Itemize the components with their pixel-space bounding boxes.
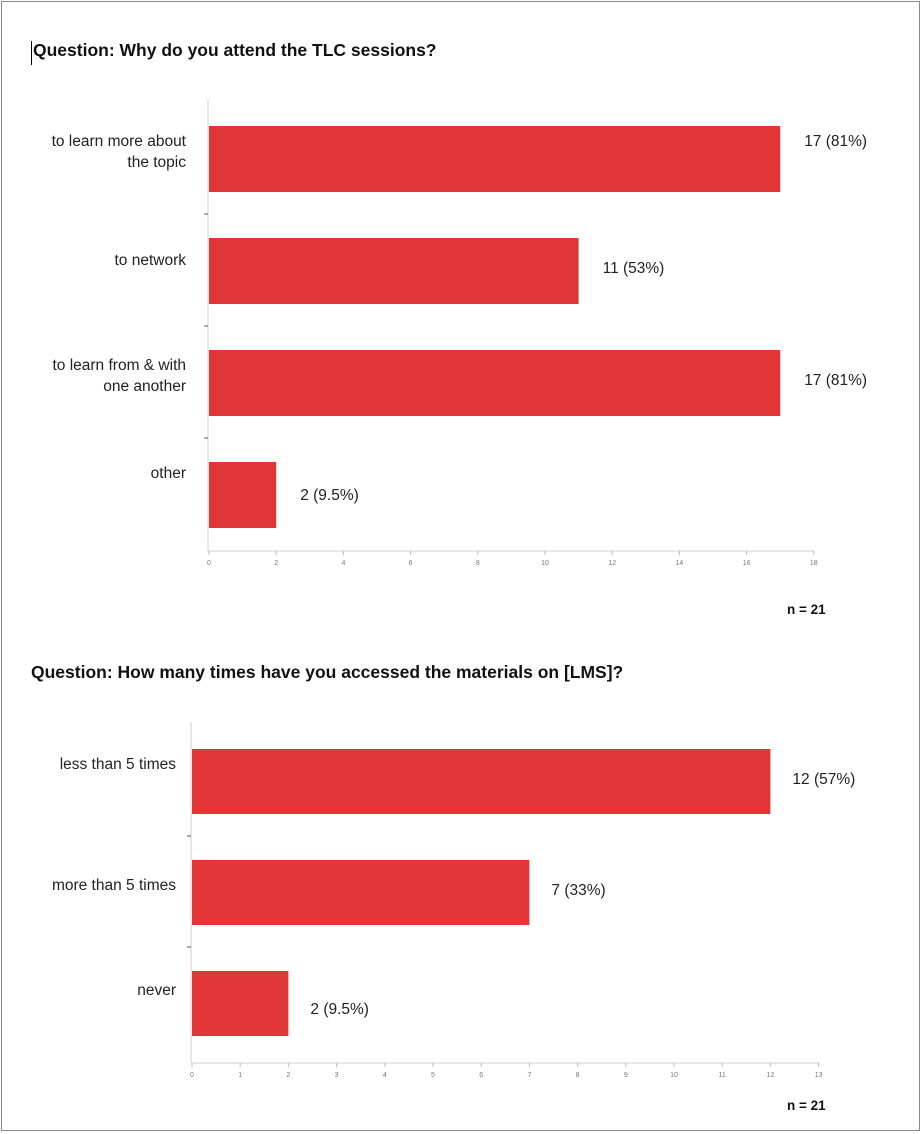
chart1-x-tick-label: 18 — [810, 560, 818, 567]
chart1-bar — [209, 238, 579, 304]
chart2-bar — [192, 860, 530, 925]
chart2-x-tick-label: 0 — [190, 1072, 194, 1079]
chart2-bar — [192, 749, 771, 814]
chart2-x-tick-label: 5 — [431, 1072, 435, 1079]
chart1-category-label: the topic — [127, 154, 186, 171]
chart2-category-label: never — [137, 982, 176, 999]
chart1-x-tick-label: 6 — [409, 560, 413, 567]
chart1-value-label: 17 (81%) — [804, 133, 867, 150]
chart2-x-tick-label: 10 — [670, 1072, 678, 1079]
chart1-category-label: one another — [103, 378, 186, 395]
chart2-value-label: 2 (9.5%) — [310, 1001, 369, 1018]
chart2-x-tick-label: 12 — [767, 1072, 775, 1079]
chart1-footnote: n = 21 — [787, 602, 826, 617]
chart1-category-label: to learn more about — [52, 133, 187, 150]
chart2-x-tick-label: 3 — [335, 1072, 339, 1079]
chart1-category-label: to network — [114, 252, 186, 269]
chart1-value-label: 11 (53%) — [603, 260, 665, 277]
chart2-category-label: more than 5 times — [52, 877, 176, 894]
chart1-category-label: to learn from & with — [52, 357, 186, 374]
chart2-value-label: 12 (57%) — [792, 771, 855, 788]
chart2-x-tick-label: 9 — [624, 1072, 628, 1079]
chart2-x-tick-label: 6 — [479, 1072, 483, 1079]
chart2-x-tick-label: 1 — [238, 1072, 242, 1079]
chart2-category-label: less than 5 times — [60, 756, 177, 773]
chart2-title: Question: How many times have you access… — [31, 662, 624, 682]
chart1-x-tick-label: 10 — [541, 560, 549, 567]
chart1-value-label: 2 (9.5%) — [300, 487, 359, 504]
chart1-category-label: other — [151, 465, 186, 482]
chart2-x-tick-label: 7 — [527, 1072, 531, 1079]
chart1-value-label: 17 (81%) — [804, 372, 867, 389]
chart2-value-label: 7 (33%) — [551, 882, 605, 899]
chart1-bar — [209, 126, 781, 192]
chart2-bar — [192, 971, 289, 1036]
chart1-x-tick-label: 2 — [274, 560, 278, 567]
chart2-x-tick-label: 4 — [383, 1072, 387, 1079]
chart1-x-tick-label: 16 — [743, 560, 751, 567]
chart1-x-tick-label: 0 — [207, 560, 211, 567]
chart1-x-tick-label: 8 — [476, 560, 480, 567]
chart1-title: Question: Why do you attend the TLC sess… — [33, 40, 437, 60]
chart2-x-tick-label: 8 — [576, 1072, 580, 1079]
chart1-bar — [209, 462, 277, 528]
chart1-x-tick-label: 12 — [608, 560, 616, 567]
chart2-x-tick-label: 11 — [719, 1072, 726, 1079]
chart1-bar — [209, 350, 781, 416]
chart2-x-tick-label: 13 — [815, 1072, 823, 1079]
chart1-x-tick-label: 14 — [676, 560, 684, 567]
text-cursor — [31, 41, 32, 65]
chart1-x-tick-label: 4 — [341, 560, 345, 567]
chart2-x-tick-label: 2 — [286, 1072, 290, 1079]
chart2-footnote: n = 21 — [787, 1098, 826, 1113]
